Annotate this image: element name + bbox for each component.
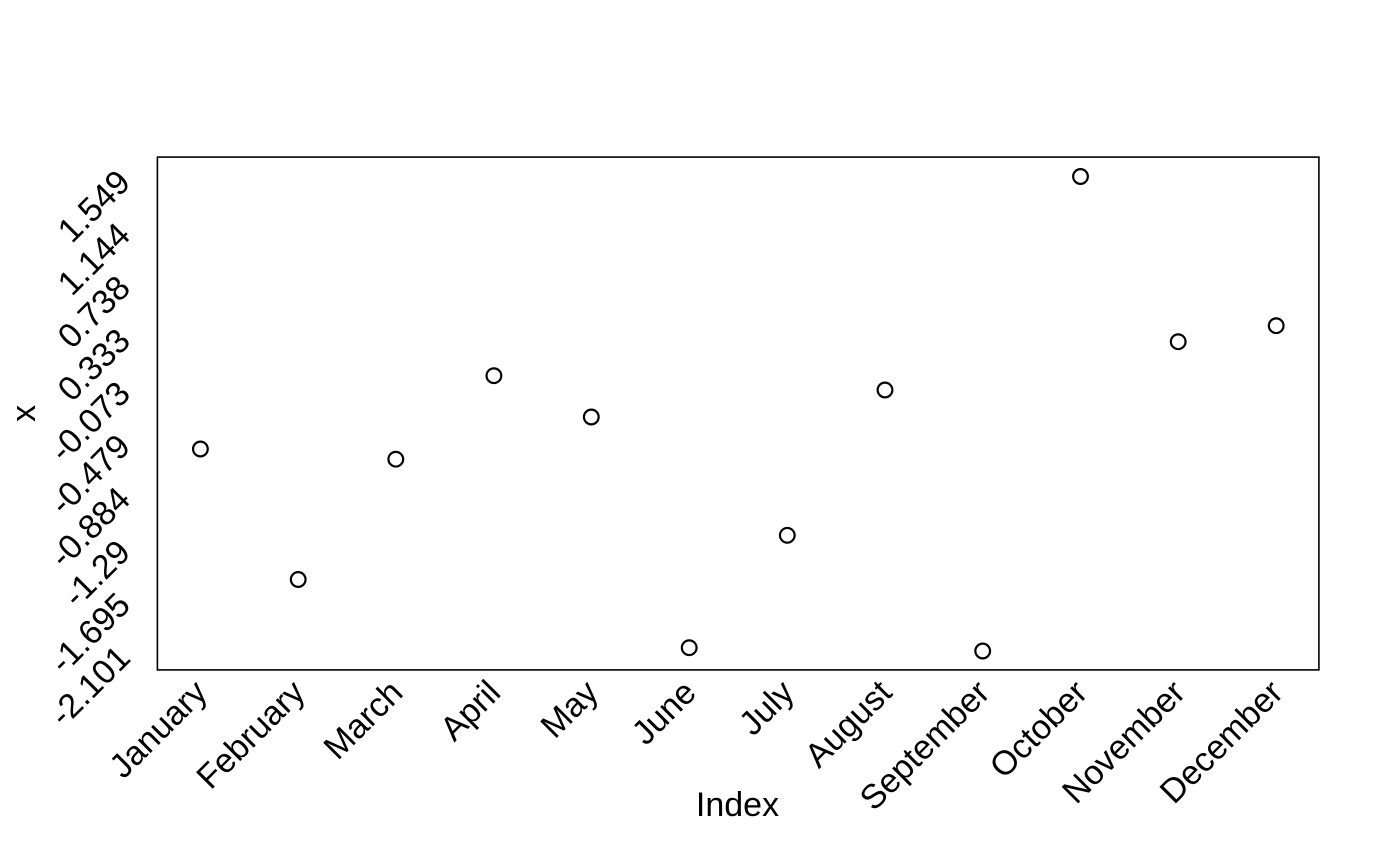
svg-text:x: x xyxy=(5,405,43,422)
svg-text:Index: Index xyxy=(696,786,779,824)
